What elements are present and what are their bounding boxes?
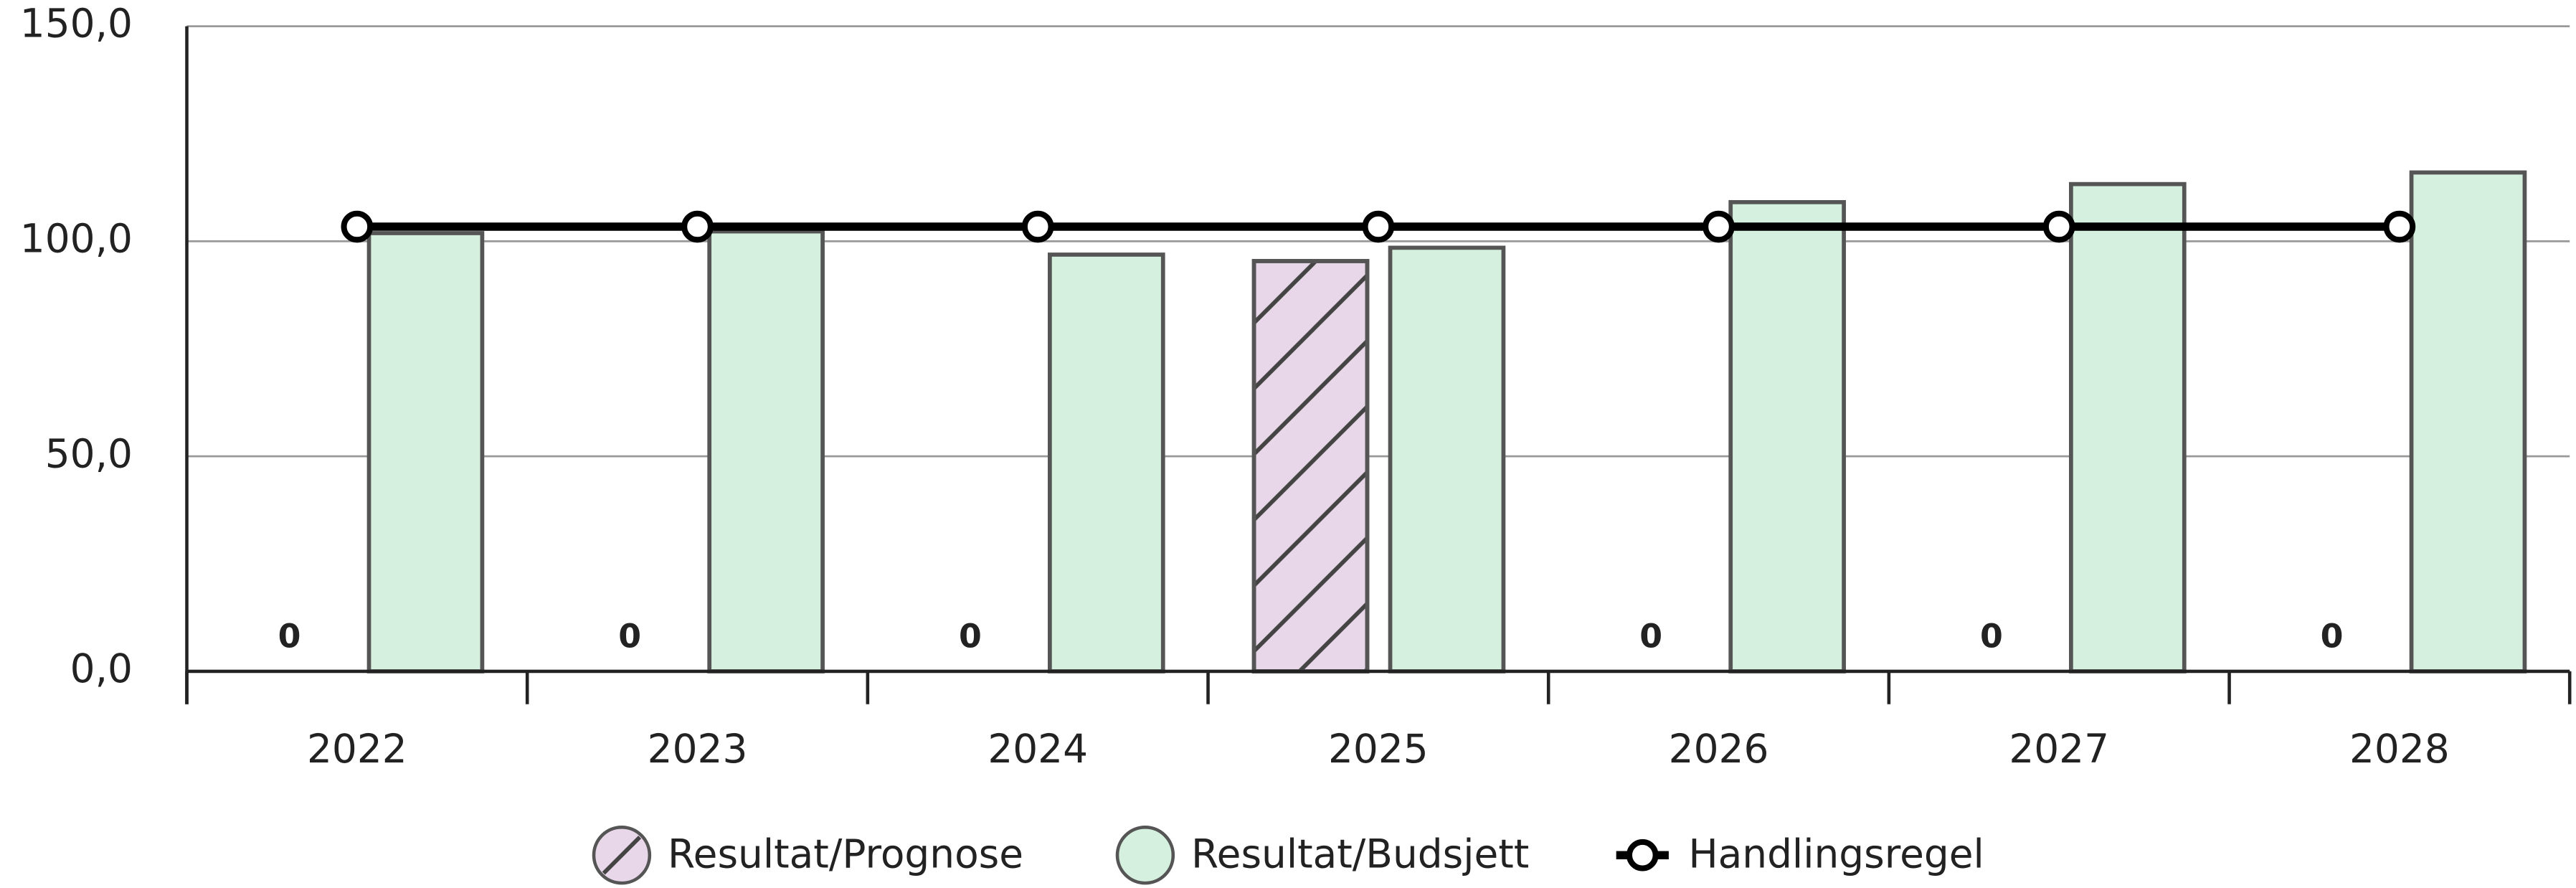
y-tick-label: 50,0 xyxy=(45,430,133,476)
legend-label: Handlingsregel xyxy=(1688,831,1984,877)
x-tick-label: 2026 xyxy=(1669,726,1769,772)
line-point xyxy=(2383,210,2416,243)
value-label: 0 xyxy=(1980,618,2003,656)
bar-hatch xyxy=(1251,259,1370,674)
x-tick-label: 2027 xyxy=(2009,726,2109,772)
line-point xyxy=(1021,210,1054,243)
x-tick-label: 2025 xyxy=(1328,726,1429,772)
bar xyxy=(366,231,485,674)
x-tick-label: 2024 xyxy=(988,726,1088,772)
value-label: 0 xyxy=(1639,618,1662,656)
line-point xyxy=(1362,210,1395,243)
value-label: 0 xyxy=(618,618,641,656)
value-label: 0 xyxy=(959,618,982,656)
x-tick-label: 2023 xyxy=(648,726,748,772)
x-tick-label: 2022 xyxy=(307,726,407,772)
bar xyxy=(1388,245,1506,674)
legend-label: Resultat/Prognose xyxy=(668,831,1023,877)
legend-swatch xyxy=(1115,826,1175,885)
value-label: 0 xyxy=(278,618,301,656)
legend-label: Resultat/Budsjett xyxy=(1191,831,1529,877)
line-point xyxy=(1703,210,1735,243)
y-tick-label: 100,0 xyxy=(20,216,133,262)
line-point xyxy=(341,210,374,243)
legend-marker xyxy=(1626,839,1659,872)
line-point xyxy=(681,210,714,243)
value-label: 0 xyxy=(2321,618,2344,656)
bar xyxy=(707,229,825,674)
bar xyxy=(1728,199,1846,674)
y-tick-label: 150,0 xyxy=(20,1,133,47)
legend-hatch xyxy=(602,836,642,875)
bar xyxy=(2409,170,2527,674)
x-tick-label: 2028 xyxy=(2349,726,2450,772)
line-point xyxy=(2042,210,2075,243)
y-tick-label: 0,0 xyxy=(70,646,133,691)
bar xyxy=(2069,181,2187,674)
bar xyxy=(1048,252,1165,674)
